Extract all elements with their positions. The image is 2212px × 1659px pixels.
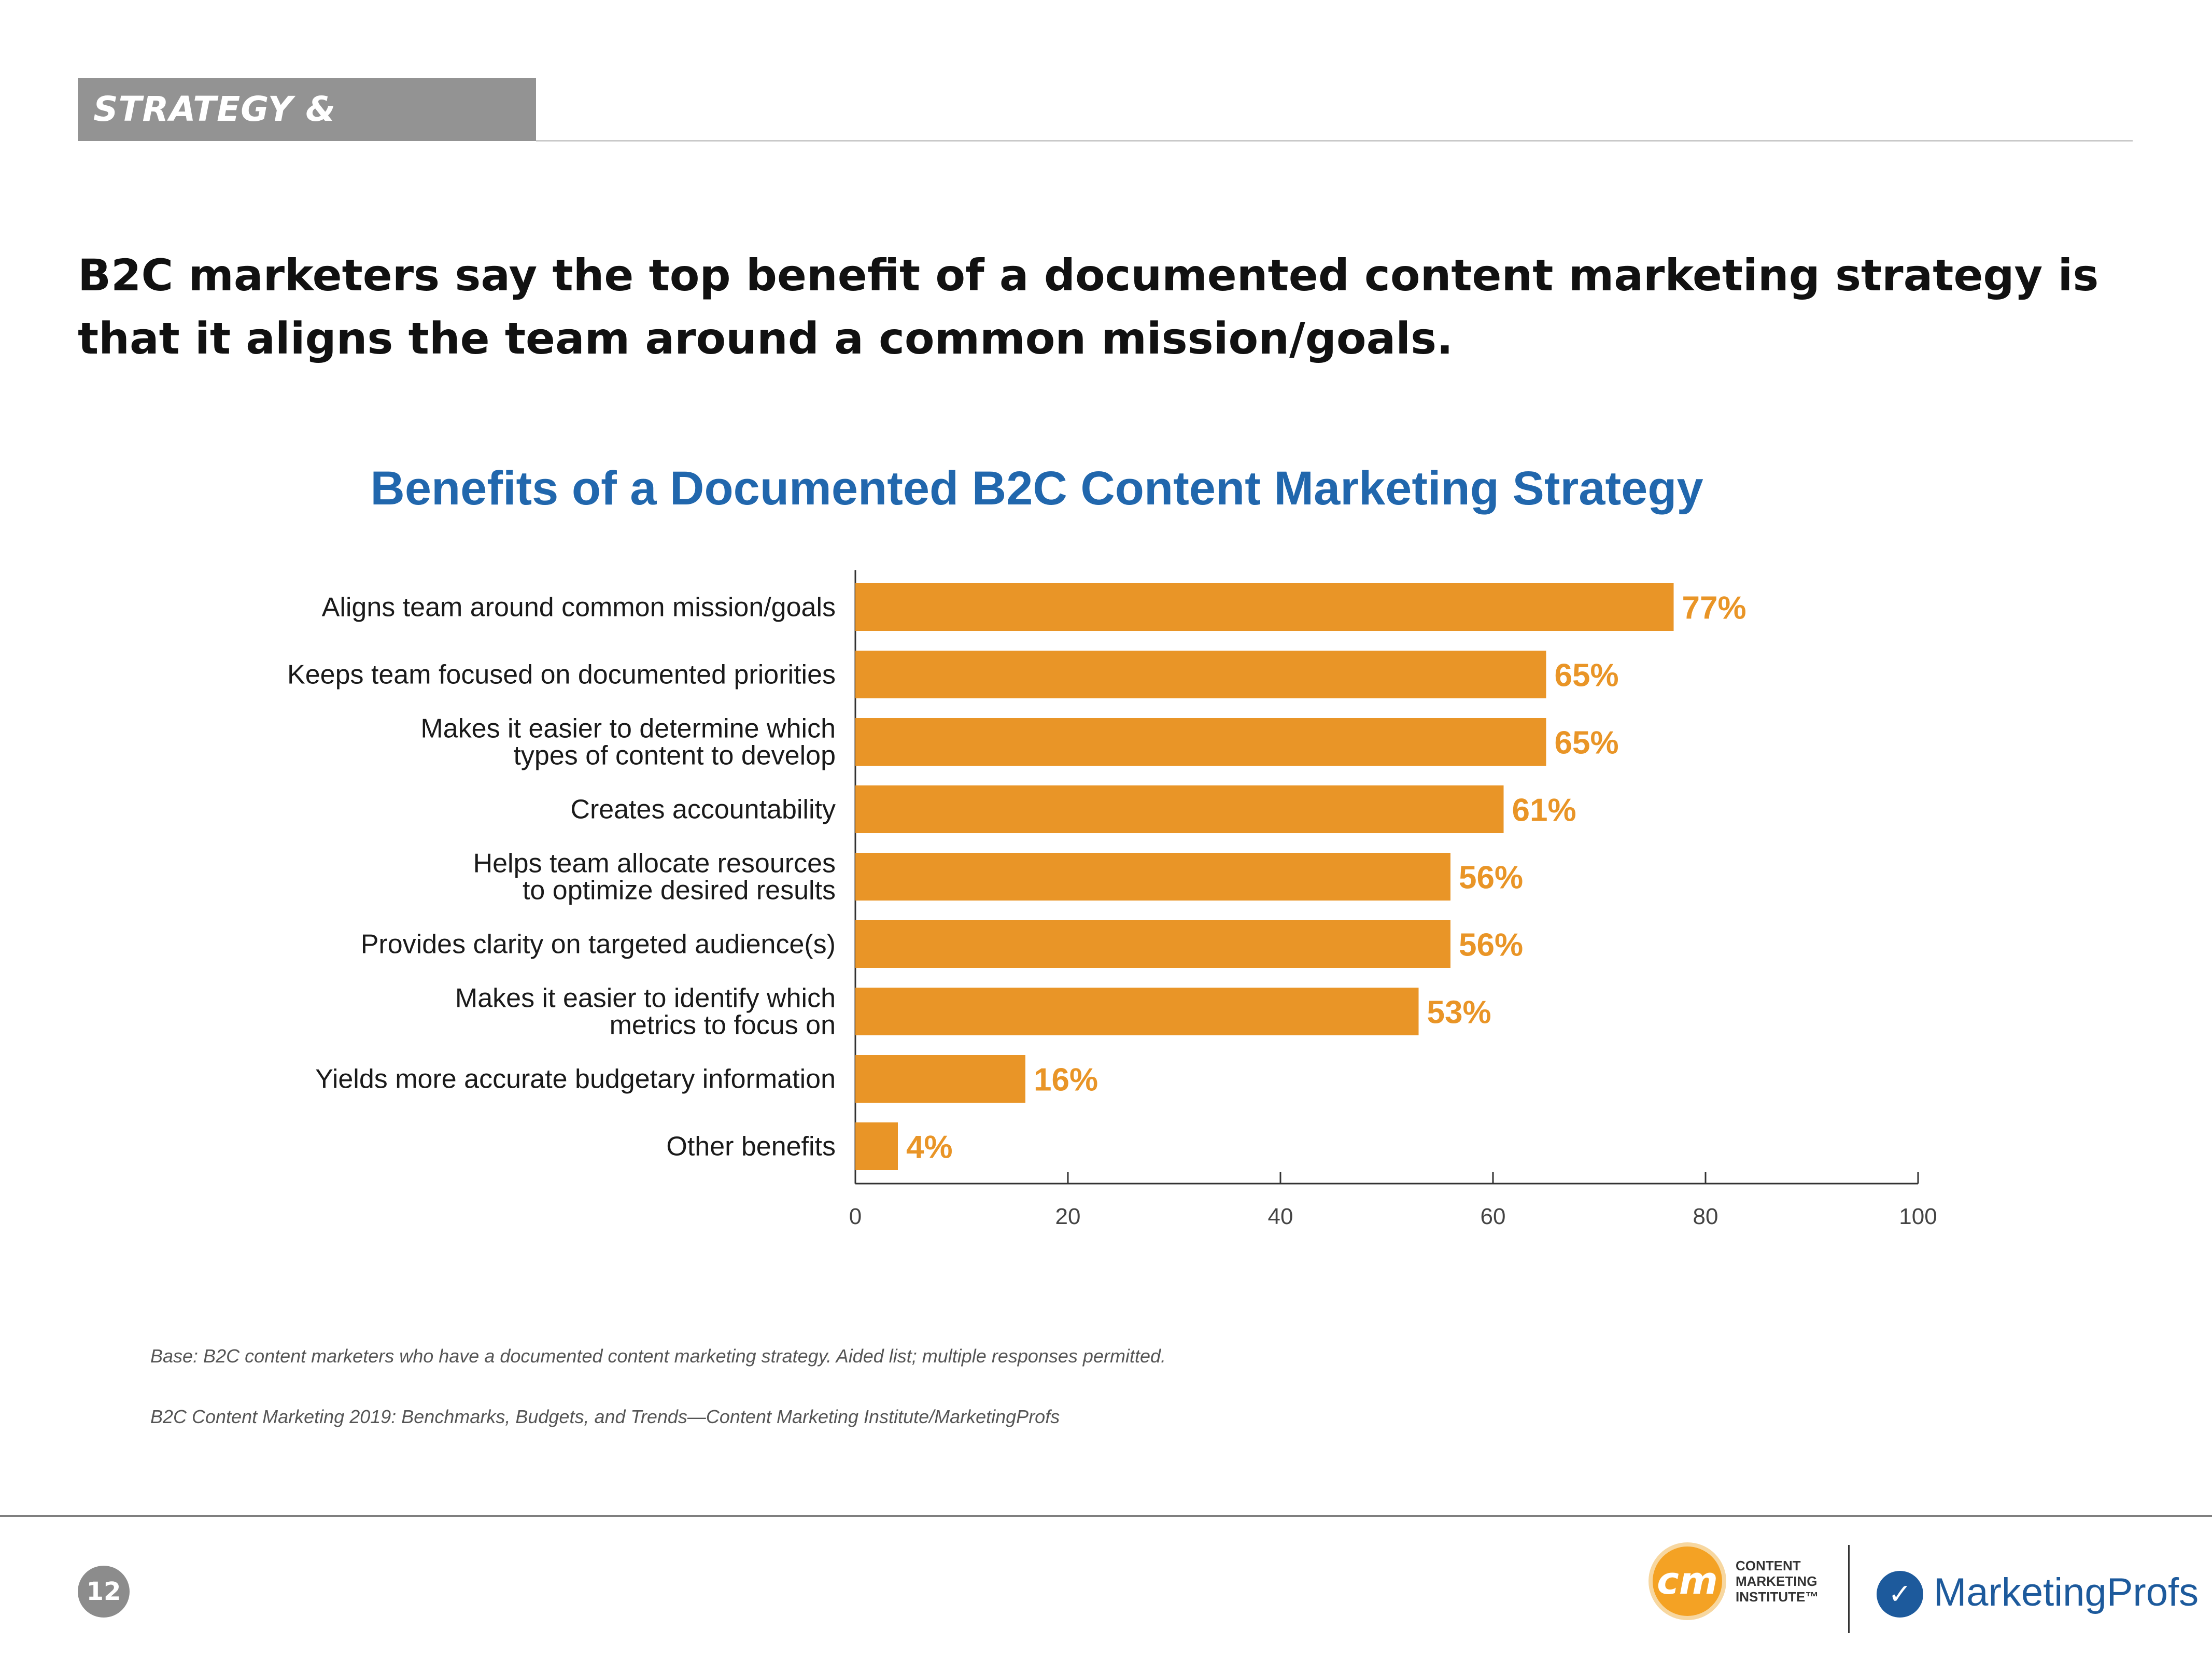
category-label: Aligns team around common mission/goals: [322, 593, 836, 623]
data-label: 61%: [1512, 792, 1576, 828]
data-label: 77%: [1682, 590, 1746, 626]
x-tick-label: 100: [1899, 1204, 1937, 1229]
data-label: 16%: [1034, 1062, 1098, 1098]
category-label: Makes it easier to determine which: [420, 714, 836, 744]
bar-chart: 0 20 40 60 80 100 77% Aligns team around common…: [287, 570, 1937, 1229]
category-label: Keeps team focused on documented priorit…: [287, 660, 836, 690]
footnote-base: Base: B2C content marketers who have a d…: [150, 1345, 1166, 1367]
cmi-logo-line: INSTITUTE™: [1736, 1589, 1819, 1605]
category-label: metrics to focus on: [610, 1010, 836, 1041]
cmi-logo: cm CONTENT MARKETING INSTITUTE™: [1649, 1542, 1825, 1636]
x-tick-label: 20: [1055, 1204, 1081, 1229]
marketingprofs-wordmark: MarketingProfs: [1934, 1570, 2199, 1614]
x-tick-label: 60: [1481, 1204, 1506, 1229]
cmi-logo-line: CONTENT: [1736, 1558, 1801, 1573]
cmi-logo-text: CONTENT MARKETING INSTITUTE™: [1736, 1558, 1839, 1605]
x-tick-label: 40: [1268, 1204, 1293, 1229]
bar: [855, 853, 1450, 901]
category-label: Makes it easier to identify which: [455, 983, 836, 1014]
section-tag: STRATEGY & OPINIONS: [78, 78, 536, 192]
cmi-logo-mark: cm: [1649, 1542, 1726, 1620]
data-label: 4%: [906, 1129, 953, 1165]
bar: [855, 651, 1546, 698]
footer-divider: [0, 1515, 2212, 1517]
bar: [855, 1055, 1025, 1103]
bar: [855, 785, 1504, 833]
category-label: Helps team allocate resources: [473, 849, 836, 879]
data-label: 53%: [1427, 994, 1491, 1030]
cmi-logo-line: MARKETING: [1736, 1573, 1817, 1589]
chart-title: Benefits of a Documented B2C Content Mar…: [370, 462, 1703, 515]
header-divider: [536, 140, 2133, 142]
bar: [855, 718, 1546, 766]
category-label: types of content to develop: [513, 741, 836, 771]
category-label: to optimize desired results: [523, 876, 836, 906]
category-label: Other benefits: [666, 1132, 836, 1162]
bar: [855, 1122, 898, 1170]
category-label: Creates accountability: [570, 795, 836, 825]
x-tick-label: 0: [849, 1204, 862, 1229]
bar: [855, 988, 1419, 1035]
page-headline: B2C marketers say the top benefit of a d…: [78, 250, 2099, 364]
category-label: Yields more accurate budgetary informati…: [315, 1064, 836, 1094]
marketingprofs-icon: ✓: [1877, 1571, 1923, 1618]
x-tick-label: 80: [1693, 1204, 1718, 1229]
data-label: 56%: [1459, 860, 1523, 895]
data-label: 65%: [1555, 725, 1619, 761]
page-number-badge: 12: [78, 1566, 130, 1618]
logo-divider: [1848, 1545, 1850, 1633]
category-label: Provides clarity on targeted audience(s): [361, 930, 836, 960]
bar: [855, 583, 1674, 631]
footnote-source: B2C Content Marketing 2019: Benchmarks, …: [150, 1406, 1060, 1427]
data-label: 56%: [1459, 927, 1523, 963]
data-label: 65%: [1555, 657, 1619, 693]
bar: [855, 920, 1450, 968]
